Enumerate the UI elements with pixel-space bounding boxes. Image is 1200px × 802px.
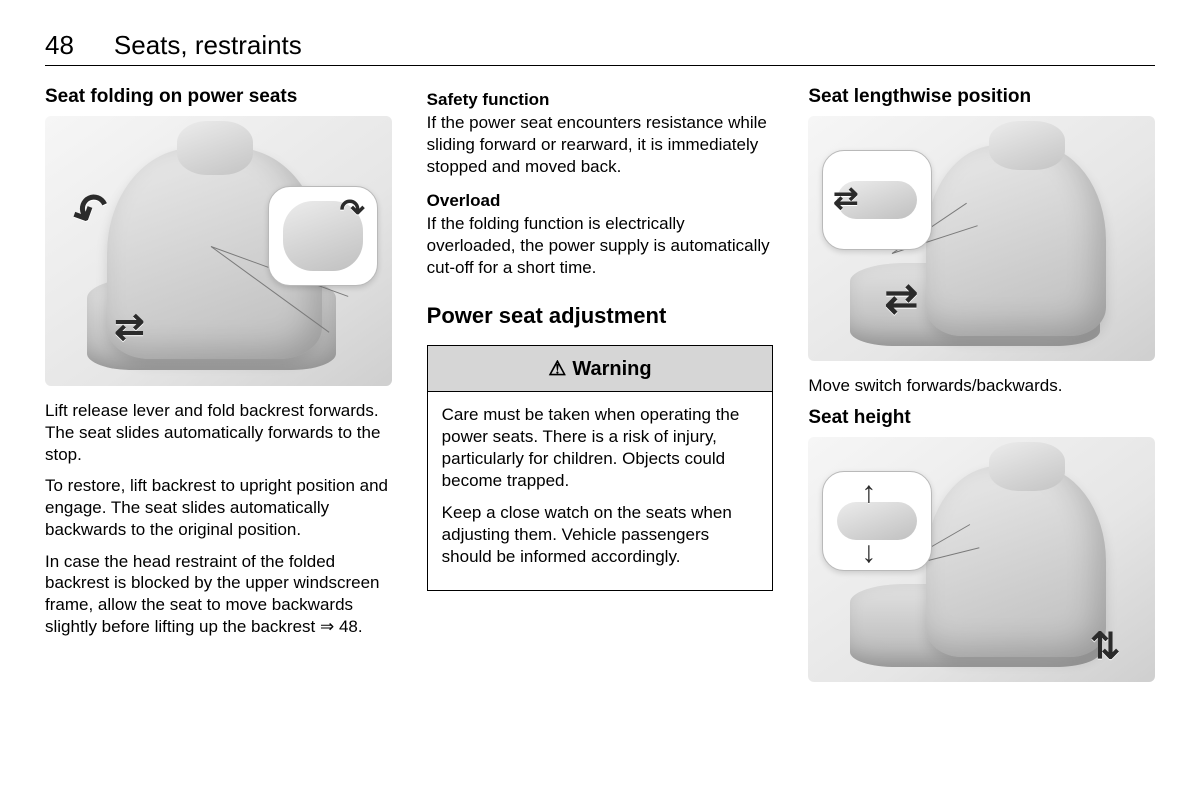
column-2: Safety function If the power seat encoun… [427, 86, 774, 696]
illustration-seat-folding: ↶ ⇄ ↷ [45, 116, 392, 386]
switch-arrow-icon: ⇄ [833, 181, 858, 216]
headrest-shape [989, 442, 1065, 491]
heading-seat-height: Seat height [808, 407, 1155, 429]
switch-arrow-up-icon: ↑ [861, 476, 876, 510]
switch-detail [837, 502, 917, 540]
callout-switch: ⇄ [822, 150, 932, 250]
paragraph: If the power seat encounters resistance … [427, 112, 774, 177]
warning-paragraph: Care must be taken when operating the po… [442, 404, 759, 492]
column-3: Seat lengthwise position ⇄ ⇄ Move switch… [808, 86, 1155, 696]
paragraph: If the folding function is electrically … [427, 213, 774, 278]
callout-lever: ↷ [268, 186, 378, 286]
paragraph: Move switch forwards/backwards. [808, 375, 1155, 397]
content-columns: Seat folding on power seats ↶ ⇄ ↷ Lift r… [45, 86, 1155, 696]
chapter-title: Seats, restraints [114, 30, 302, 61]
heading-safety-function: Safety function [427, 90, 774, 110]
heading-overload: Overload [427, 191, 774, 211]
slide-arrow-icon: ⇄ [114, 306, 144, 348]
seat-back-shape [926, 466, 1106, 657]
page-number: 48 [45, 30, 74, 61]
page-header: 48 Seats, restraints [45, 30, 1155, 66]
lengthwise-arrow-icon: ⇄ [885, 276, 919, 322]
seat-back-shape [926, 145, 1106, 336]
switch-arrow-down-icon: ↓ [861, 536, 876, 570]
height-arrow-icon: ⇅ [1090, 625, 1120, 667]
paragraph: Lift release lever and fold backrest for… [45, 400, 392, 465]
callout-switch: ↑ ↓ [822, 471, 932, 571]
headrest-shape [989, 121, 1065, 170]
illustration-seat-height: ⇅ ↑ ↓ [808, 437, 1155, 682]
heading-power-seat-adjustment: Power seat adjustment [427, 303, 774, 329]
paragraph: To restore, lift backrest to upright pos… [45, 475, 392, 540]
headrest-shape [177, 121, 253, 175]
illustration-lengthwise: ⇄ ⇄ [808, 116, 1155, 361]
warning-body: Care must be taken when operating the po… [428, 392, 773, 591]
heading-lengthwise-position: Seat lengthwise position [808, 86, 1155, 108]
column-1: Seat folding on power seats ↶ ⇄ ↷ Lift r… [45, 86, 392, 696]
heading-seat-folding: Seat folding on power seats [45, 86, 392, 108]
warning-title: Warning [428, 346, 773, 392]
warning-box: Warning Care must be taken when operatin… [427, 345, 774, 592]
warning-paragraph: Keep a close watch on the seats when adj… [442, 502, 759, 568]
paragraph-xref: In case the head restraint of the folded… [45, 551, 392, 638]
lever-arrow-icon: ↷ [340, 193, 365, 228]
